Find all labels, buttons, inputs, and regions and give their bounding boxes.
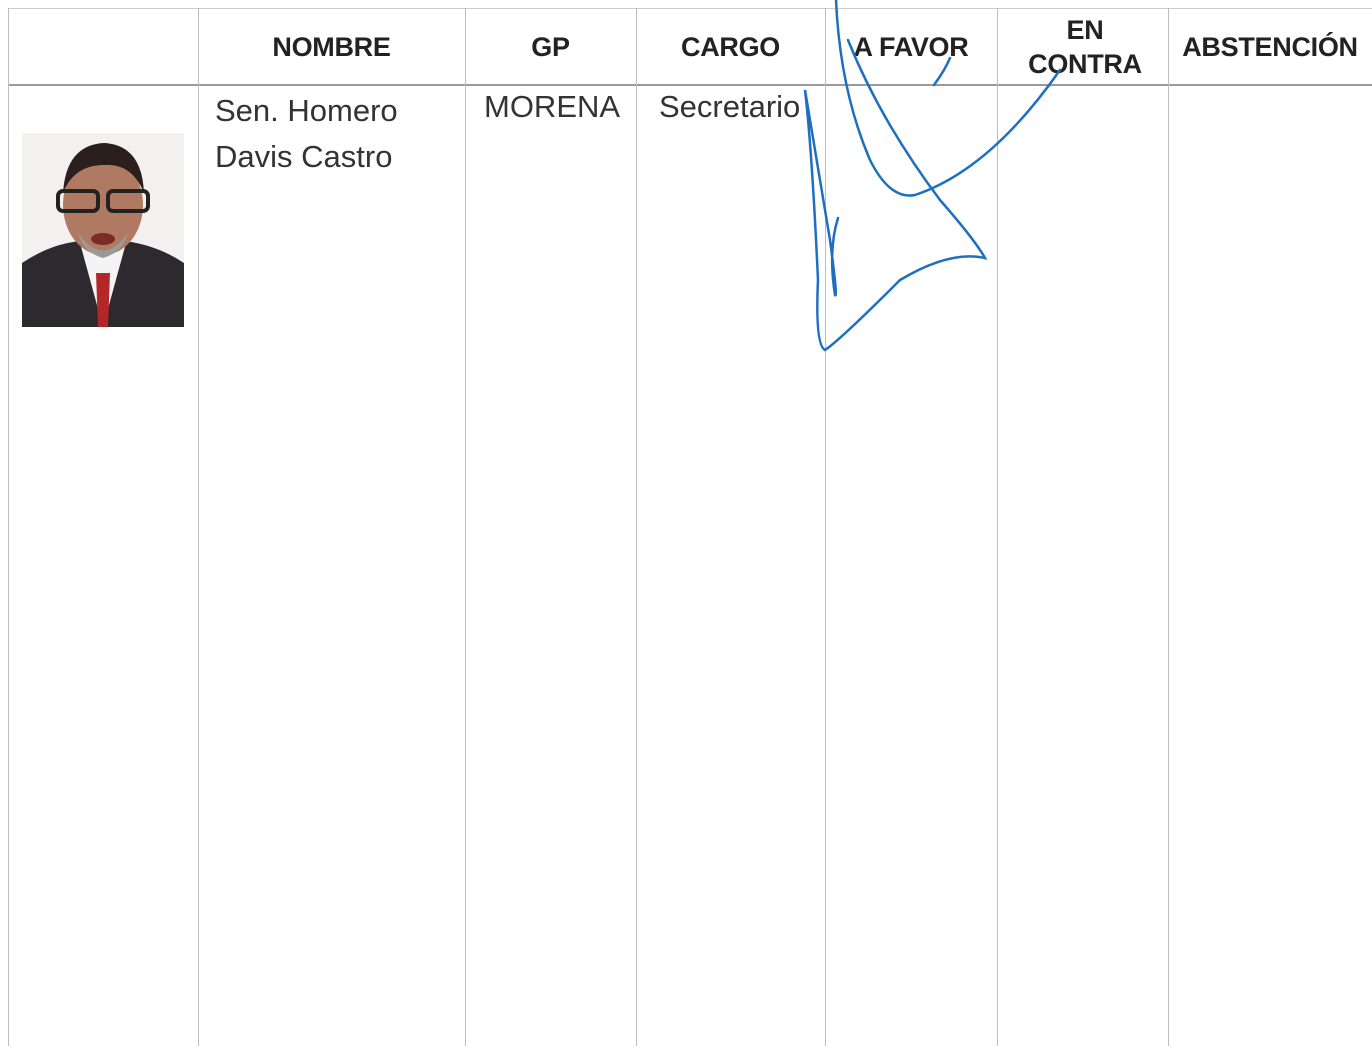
header-cell: EN CONTRA <box>1010 8 1160 85</box>
column-border <box>198 8 199 1046</box>
page: {"table": {"headers": ["NOMBRE", "GP", "… <box>0 0 1372 1046</box>
column-border <box>636 8 637 1046</box>
cell-cargo: Secretario <box>659 84 800 130</box>
column-border <box>825 8 826 1046</box>
header-cell: GP <box>465 8 636 85</box>
header-cell: ABSTENCIÓN <box>1168 8 1372 85</box>
cell-name: Sen. Homero Davis Castro <box>215 88 455 180</box>
column-border <box>8 8 9 1046</box>
signature <box>0 0 1372 1046</box>
header-cell: A FAVOR <box>825 8 997 85</box>
column-border <box>1168 8 1169 1046</box>
cell-gp: MORENA <box>484 84 620 130</box>
senator-photo <box>22 133 184 327</box>
column-border <box>465 8 466 1046</box>
header-cell: NOMBRE <box>198 8 465 85</box>
column-border <box>997 8 998 1046</box>
header-cell: CARGO <box>636 8 825 85</box>
